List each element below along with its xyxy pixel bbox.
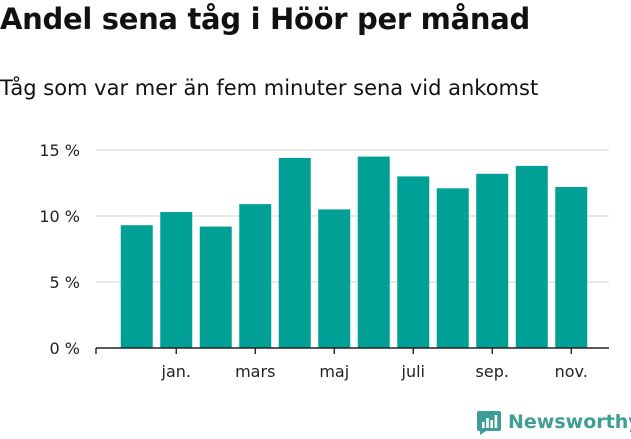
x-tick-label: jan. [161, 362, 191, 381]
chart-title: Andel sena tåg i Höör per månad [0, 2, 530, 36]
bar[interactable] [318, 209, 351, 348]
y-tick-label: 0 % [50, 339, 80, 358]
x-axis-labels: jan. mars maj juli sep. nov. [161, 362, 588, 381]
y-axis-labels: 0 % 5 % 10 % 15 % [39, 141, 80, 358]
newsworthy-brand[interactable]: Newsworthy [476, 407, 631, 437]
bar[interactable] [120, 225, 153, 348]
chart-subtitle: Tåg som var mer än fem minuter sena vid … [0, 76, 539, 100]
bar[interactable] [476, 173, 509, 348]
bar[interactable] [239, 204, 272, 348]
bar[interactable] [397, 176, 430, 348]
x-tick-label: mars [235, 362, 275, 381]
bar[interactable] [278, 157, 311, 348]
bars [120, 156, 588, 348]
brand-name: Newsworthy [508, 411, 631, 433]
y-tick-label: 5 % [50, 273, 80, 292]
y-tick-label: 10 % [39, 207, 80, 226]
bar[interactable] [555, 186, 588, 348]
newsworthy-logo-icon [477, 411, 501, 435]
bar[interactable] [199, 226, 232, 348]
x-tick-label: maj [319, 362, 349, 381]
y-tick-label: 15 % [39, 141, 80, 160]
x-tick-label: juli [401, 362, 425, 381]
x-axis [95, 347, 609, 354]
x-tick-label: sep. [476, 362, 509, 381]
bar[interactable] [160, 212, 193, 348]
bar[interactable] [436, 188, 469, 348]
bar[interactable] [357, 156, 390, 348]
bar[interactable] [515, 165, 548, 348]
x-tick-label: nov. [555, 362, 588, 381]
